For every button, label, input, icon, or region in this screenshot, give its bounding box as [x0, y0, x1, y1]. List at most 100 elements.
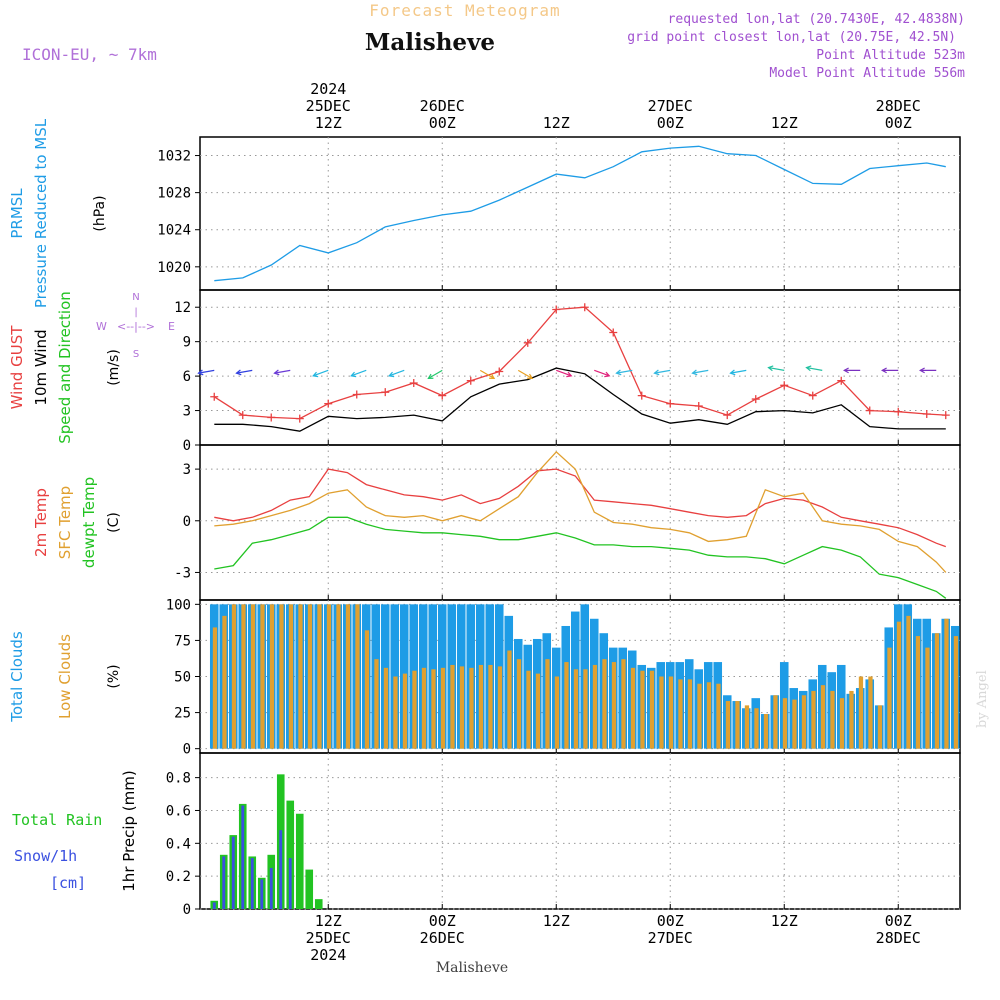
low-cloud-bar: [573, 669, 579, 749]
wind-arrow-head: [388, 371, 395, 378]
gust-marker: [324, 399, 333, 408]
precipitation-frame: [199, 752, 961, 910]
wind-arrow: [274, 369, 291, 374]
y-tick-label: 3: [183, 462, 191, 478]
model-label: ICON-EU, ~ 7km: [22, 45, 157, 64]
bottom-time-label: 00Z: [657, 912, 684, 930]
y-tick-label: 1032: [157, 149, 191, 165]
low-cloud-bar: [488, 664, 493, 749]
y-tick-label: 9: [183, 335, 191, 351]
top-time-label: 00Z: [657, 114, 684, 132]
low-cloud-bar: [602, 659, 607, 749]
low-cloud-bar: [516, 659, 522, 749]
rain-bar: [314, 899, 323, 909]
wind-arrow: [313, 369, 329, 377]
wind-panel: 0 3 6 9 12 (m/s) Wind GUST 10m Wind Speed and Di…: [8, 289, 961, 454]
low-cloud-bar: [896, 621, 902, 749]
low-cloud-bar: [421, 667, 427, 749]
wind-arrow-head: [615, 369, 622, 376]
low-cloud-bar: [564, 662, 569, 749]
low-cloud-bar: [944, 618, 949, 749]
precip-legend-text: Snow/1h: [14, 847, 77, 865]
axis-label: Pressure Reduced to MSL: [32, 118, 50, 308]
gust-marker: [409, 379, 418, 387]
y-tick-label: 3: [183, 404, 191, 420]
low-cloud-bar: [383, 667, 389, 749]
bottom-time-label: 26DEC: [420, 929, 465, 947]
low-cloud-bar: [583, 669, 588, 749]
low-cloud-bar: [307, 604, 313, 749]
low-cloud-bar: [478, 664, 484, 749]
gust-marker: [837, 376, 846, 385]
snow-bar: [231, 836, 235, 909]
low-cloud-bar: [915, 636, 921, 749]
gust-marker: [238, 411, 247, 420]
top-time-label: 25DEC: [306, 97, 351, 115]
gust-marker: [210, 392, 219, 401]
axis-label: Speed and Direction: [56, 291, 74, 444]
low-cloud-bar: [716, 683, 721, 749]
gust-marker: [694, 401, 703, 410]
wind-arrow-head: [197, 369, 204, 376]
gust-marker: [808, 391, 817, 400]
gust-marker: [580, 303, 589, 312]
series-line: [214, 367, 946, 432]
low-cloud-bar: [621, 659, 626, 749]
wind-arrow-head: [489, 373, 496, 379]
y-tick-label: 25: [174, 706, 191, 722]
low-cloud-bar: [640, 670, 645, 749]
wind-arrow-head: [767, 365, 774, 372]
axis-label: Total Clouds: [8, 631, 26, 723]
snow-bar: [241, 805, 245, 909]
top-time-label: 28DEC: [876, 97, 921, 115]
gust-marker: [523, 338, 532, 347]
wind-arrow: [517, 369, 533, 379]
rain-bar: [295, 813, 304, 909]
low-cloud-bar: [374, 659, 379, 749]
low-cloud-bar: [469, 667, 474, 749]
low-cloud-bar: [925, 647, 930, 749]
compass-arrows: <--|-->: [117, 320, 155, 333]
low-cloud-bar: [858, 676, 864, 749]
compass-e: E: [168, 320, 175, 333]
bottom-time-label: 00Z: [885, 912, 912, 930]
model-altitude: Model Point Altitude 556m: [769, 66, 965, 81]
wind-arrow: [479, 369, 495, 379]
gust-marker: [381, 388, 390, 397]
snow-bar: [279, 830, 283, 909]
snow-bar: [269, 867, 273, 909]
low-cloud-bar: [754, 708, 759, 749]
gridpoint-coords: grid point closest lon,lat (20.75E, 42.5…: [627, 30, 956, 45]
wind-arrow-head: [805, 365, 812, 372]
wind-arrow: [389, 369, 405, 377]
top-time-label: 26DEC: [420, 97, 465, 115]
series-line: [214, 516, 947, 599]
gust-marker: [609, 328, 618, 337]
plot-area: 1020 1024 1028 1032 (hPa) PRMSL Pressure Reduc…: [8, 80, 961, 964]
low-cloud-bar: [934, 633, 940, 749]
axis-label: Low Clouds: [56, 634, 74, 719]
low-cloud-bar: [412, 670, 417, 749]
gust-marker: [922, 410, 931, 418]
wind-arrow-head: [842, 367, 849, 374]
wind-arrow-head: [312, 371, 319, 378]
wind-arrow-head: [880, 367, 887, 374]
footer-location: Malisheve: [436, 960, 508, 976]
wind-arrow: [616, 369, 633, 374]
compass-bar: |: [134, 307, 137, 318]
low-cloud-bar: [735, 701, 740, 749]
precip-legend-text: [cm]: [50, 874, 86, 892]
wind-arrow-head: [566, 371, 573, 378]
low-cloud-bar: [592, 664, 598, 749]
top-time-label: 00Z: [885, 114, 912, 132]
wind-arrow: [198, 369, 215, 374]
wind-frame: [199, 289, 961, 446]
low-cloud-bar: [801, 695, 807, 749]
compass-s: S: [133, 349, 139, 360]
low-cloud-bar: [440, 667, 446, 749]
low-cloud-bar: [849, 690, 854, 749]
snow-bar: [288, 858, 292, 909]
y-tick-label: 0: [183, 902, 191, 918]
axis-label: SFC Temp: [56, 486, 74, 559]
top-time-label: 12Z: [315, 114, 342, 132]
